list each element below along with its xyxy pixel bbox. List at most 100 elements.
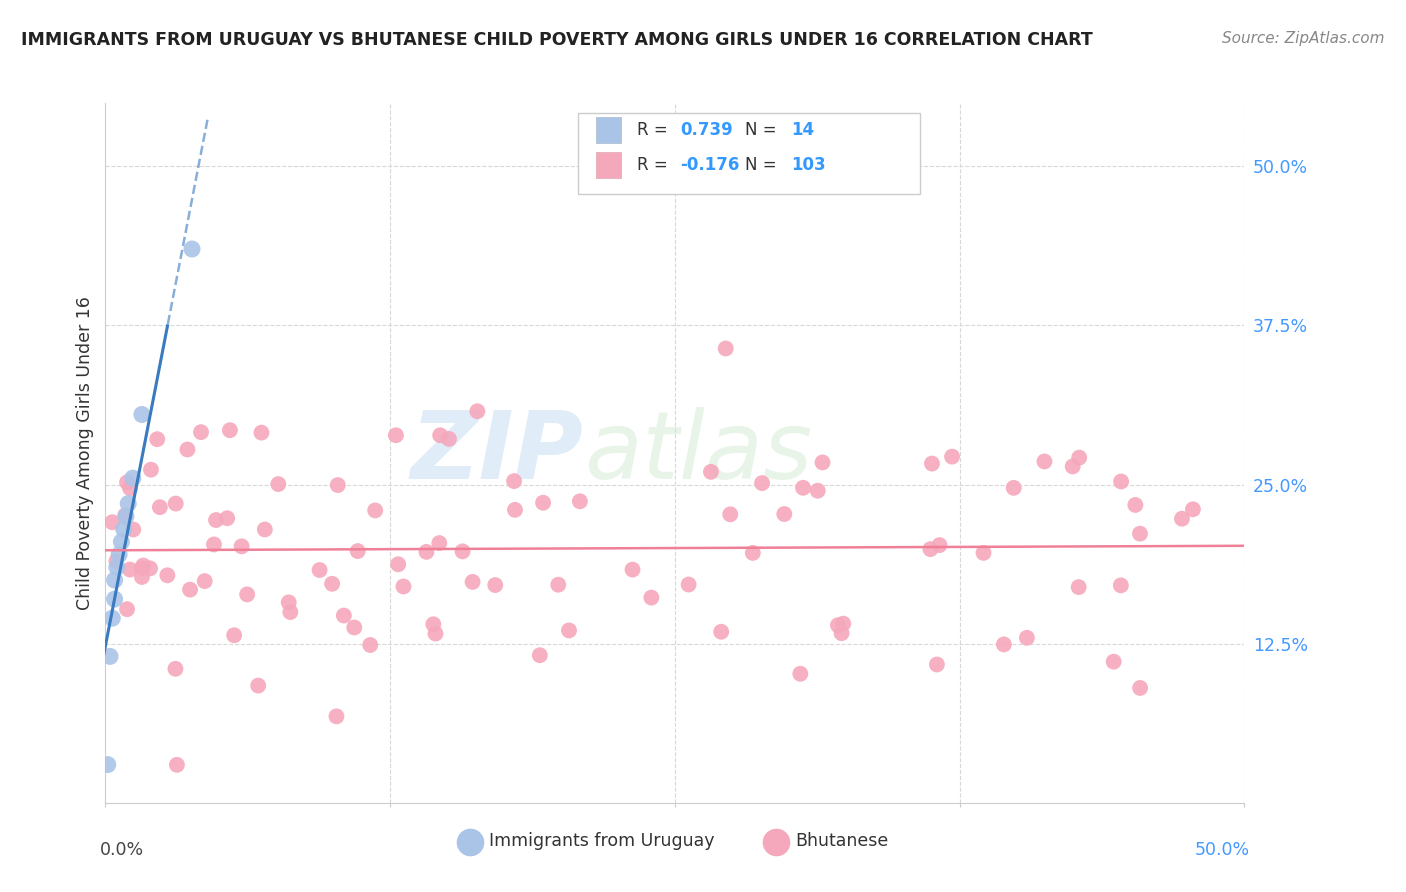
Point <box>146 432 169 446</box>
Point <box>217 511 239 525</box>
Point <box>112 522 135 536</box>
Point <box>484 578 506 592</box>
Point <box>1129 681 1152 695</box>
Point <box>792 481 814 495</box>
Point <box>529 648 551 663</box>
Point <box>132 558 155 573</box>
Text: IMMIGRANTS FROM URUGUAY VS BHUTANESE CHILD POVERTY AMONG GIRLS UNDER 16 CORRELAT: IMMIGRANTS FROM URUGUAY VS BHUTANESE CHI… <box>21 31 1092 49</box>
Point <box>205 513 228 527</box>
Point <box>718 508 741 522</box>
Point <box>97 757 120 772</box>
Point <box>811 455 834 469</box>
Point <box>973 546 995 560</box>
Point <box>166 757 188 772</box>
Point <box>385 428 408 442</box>
Point <box>326 478 349 492</box>
Point <box>176 442 198 457</box>
Point <box>115 602 138 616</box>
Point <box>1002 481 1025 495</box>
Point <box>531 496 554 510</box>
Point <box>415 545 437 559</box>
Point <box>1062 459 1084 474</box>
Point <box>105 554 128 568</box>
Point <box>110 534 132 549</box>
Y-axis label: Child Poverty Among Girls Under 16: Child Poverty Among Girls Under 16 <box>76 296 94 609</box>
Point <box>807 483 830 498</box>
Point <box>165 497 187 511</box>
Point <box>921 457 943 471</box>
Point <box>250 425 273 440</box>
Point <box>1067 580 1090 594</box>
Point <box>103 573 125 587</box>
Point <box>139 561 162 575</box>
Point <box>149 500 172 515</box>
Point <box>103 592 125 607</box>
Text: R =: R = <box>637 156 673 174</box>
Point <box>710 624 733 639</box>
Point <box>467 404 489 418</box>
Point <box>1109 578 1132 592</box>
Text: N =: N = <box>745 156 782 174</box>
Point <box>1109 475 1132 489</box>
Text: 0.0%: 0.0% <box>100 841 143 859</box>
Point <box>1123 498 1146 512</box>
Point <box>114 508 136 523</box>
Point <box>179 582 201 597</box>
Point <box>131 561 153 575</box>
Point <box>236 587 259 601</box>
Point <box>1069 450 1091 465</box>
Point <box>437 432 460 446</box>
Point <box>139 463 162 477</box>
Point <box>108 548 131 562</box>
Point <box>392 579 415 593</box>
Point <box>101 515 124 529</box>
Point <box>115 475 138 490</box>
Point <box>1033 454 1056 468</box>
Point <box>194 574 217 588</box>
Point <box>831 626 853 640</box>
Point <box>422 617 444 632</box>
Point <box>503 503 526 517</box>
Point <box>247 679 270 693</box>
Point <box>429 428 451 442</box>
Point <box>832 616 855 631</box>
Point <box>741 546 763 560</box>
Point <box>101 611 124 625</box>
Point <box>558 624 581 638</box>
Point <box>190 425 212 439</box>
Point <box>120 481 142 495</box>
Point <box>267 477 290 491</box>
Point <box>231 540 253 554</box>
Point <box>920 542 942 557</box>
Point <box>789 666 811 681</box>
Point <box>308 563 330 577</box>
Point <box>751 476 773 491</box>
Text: R =: R = <box>637 121 673 139</box>
Point <box>714 342 737 356</box>
Text: 103: 103 <box>792 156 825 174</box>
Point <box>387 558 409 572</box>
Point <box>1102 655 1125 669</box>
Point <box>277 595 299 609</box>
Point <box>219 423 242 437</box>
Point <box>993 637 1015 651</box>
Bar <box>578 113 920 194</box>
Point <box>333 608 356 623</box>
Text: ZIP: ZIP <box>411 407 583 499</box>
Point <box>131 408 153 422</box>
Text: N =: N = <box>745 121 782 139</box>
Text: Source: ZipAtlas.com: Source: ZipAtlas.com <box>1222 31 1385 46</box>
Point <box>118 562 141 576</box>
Point <box>278 605 301 619</box>
Point <box>1129 526 1152 541</box>
Point <box>640 591 662 605</box>
Point <box>122 523 145 537</box>
Text: 14: 14 <box>792 121 814 139</box>
Point <box>827 618 849 632</box>
Point <box>325 709 347 723</box>
Point <box>678 577 700 591</box>
Bar <box>596 117 621 144</box>
Point <box>224 628 246 642</box>
Point <box>568 494 591 508</box>
Point <box>925 657 948 672</box>
